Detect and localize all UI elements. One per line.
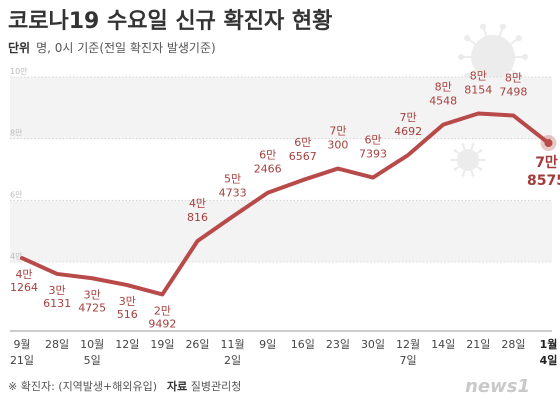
footnote: ※ 확진자: (지역발생+해외유입) 자료 질병관리청 (8, 378, 241, 394)
data-label-value: 4548 (429, 95, 457, 108)
x-tick-label: 14일 (431, 337, 455, 351)
x-tick-label: 23일 (326, 337, 350, 351)
virus-spike-tip (479, 167, 483, 171)
x-tick-label: 28일 (45, 337, 69, 351)
x-tick-label: 11월 (221, 338, 245, 351)
y-tick-label: 4만 (10, 252, 23, 261)
data-label-value: 9492 (148, 317, 176, 330)
virus-spike-tip (521, 53, 528, 61)
x-tick-label: 12일 (115, 337, 139, 351)
footnote-text: ※ 확진자: (지역발생+해외유입) (8, 380, 158, 393)
x-tick-label: 9월 (13, 338, 30, 351)
data-label-man: 7만 (400, 111, 417, 124)
virus-spike-tip (458, 53, 465, 61)
x-axis: 9월 21일 28일 10월 5일 12일 19일 26일 11월 2일 9일 16일 23일 30일 12… (10, 330, 558, 367)
virus-spike-tip (471, 143, 475, 147)
virus-spike-tip (453, 149, 457, 153)
data-label-value: 6567 (289, 150, 317, 163)
data-label-value: 2466 (254, 163, 282, 176)
data-label-value: 7393 (359, 148, 387, 161)
chart-bands (10, 77, 552, 262)
background-band (10, 77, 552, 139)
virus-spike-tip (453, 167, 457, 171)
data-label-man: 3만 (84, 288, 101, 301)
source-text: 질병관리청 (190, 380, 242, 393)
series-line (20, 111, 551, 297)
y-tick-label: 8만 (10, 129, 23, 138)
background-band (10, 200, 552, 262)
virus-spike-tip (515, 35, 522, 42)
data-label-man: 3만 (49, 284, 66, 297)
y-tick-label: 10만 (10, 67, 28, 76)
virus-spike-tip (464, 35, 471, 42)
last-point-marker (544, 139, 553, 148)
virus-spike-tip (461, 143, 465, 147)
x-tick-label: 19일 (150, 337, 174, 351)
data-label-value: 7498 (499, 86, 527, 99)
x-tick-label: 9일 (259, 337, 276, 351)
data-label-man: 5만 (224, 173, 241, 186)
data-label-value: 8575 (527, 173, 560, 189)
data-label-value: 4692 (394, 125, 422, 138)
unit-text: 명, 0시 기준(전일 확진자 발생기준) (36, 41, 216, 55)
x-tick-label-line2: 4일 (540, 353, 558, 367)
virus-body (457, 149, 479, 171)
virus-spike-tip (482, 158, 486, 162)
data-label-value: 1264 (10, 281, 38, 294)
series-line-group (20, 111, 557, 297)
x-tick-label: 28일 (501, 337, 525, 351)
virus-spike-tip (471, 173, 475, 177)
x-tick-label: 16일 (291, 337, 315, 351)
data-label-man: 4만 (189, 197, 206, 210)
virus-spike-tip (480, 23, 487, 30)
x-tick-label: 21일 (466, 337, 490, 351)
data-label-value: 816 (187, 211, 208, 224)
source-label: 자료 (167, 380, 188, 393)
data-label-man: 7만 (329, 125, 346, 138)
data-label-man: 4만 (15, 268, 32, 281)
data-label-man: 8만 (505, 72, 522, 85)
x-tick-label: 10월 (80, 338, 104, 351)
data-label-man: 8만 (435, 81, 452, 94)
data-label-man: 6만 (259, 149, 276, 162)
data-label-man: 2만 (154, 304, 171, 317)
unit-label: 단위 (8, 41, 31, 55)
data-label-man: 7만 (535, 155, 558, 171)
data-label-value: 8154 (464, 84, 492, 97)
data-label-value: 4725 (78, 301, 106, 314)
x-tick-label: 12월 (396, 338, 420, 351)
data-label-value: 4733 (219, 187, 247, 200)
virus-icon (450, 143, 486, 177)
data-label-man: 6만 (294, 136, 311, 149)
data-label-value: 516 (117, 308, 138, 321)
unit-note: 단위 명, 0시 기준(전일 확진자 발생기준) (8, 39, 216, 56)
virus-spike-tip (461, 173, 465, 177)
x-tick-label-line2: 21일 (10, 353, 34, 367)
x-tick-label-line2: 2일 (224, 353, 241, 367)
x-tick-label-line2: 7일 (400, 353, 417, 367)
data-label-value: 6131 (43, 297, 71, 310)
virus-body (471, 35, 515, 79)
news1-logo: news1 (465, 376, 530, 397)
chart-title: 코로나19 수요일 신규 확진자 현황 (8, 9, 333, 34)
data-label-value: 300 (327, 139, 348, 152)
data-label-man: 8만 (470, 70, 487, 83)
data-label-man: 3만 (119, 295, 136, 308)
x-tick-label-line2: 5일 (84, 353, 101, 367)
x-tick-label: 26일 (185, 337, 209, 351)
data-label-man: 6만 (364, 134, 381, 147)
x-tick-label: 30일 (361, 337, 385, 351)
virus-spike-tip (479, 149, 483, 153)
x-tick-label: 1월 (540, 337, 558, 351)
virus-spike-tip (499, 23, 506, 30)
chart-grid: 4만 6만 8만 10만 (10, 67, 552, 263)
y-tick-label: 6만 (10, 190, 23, 199)
virus-spike-tip (450, 158, 454, 162)
